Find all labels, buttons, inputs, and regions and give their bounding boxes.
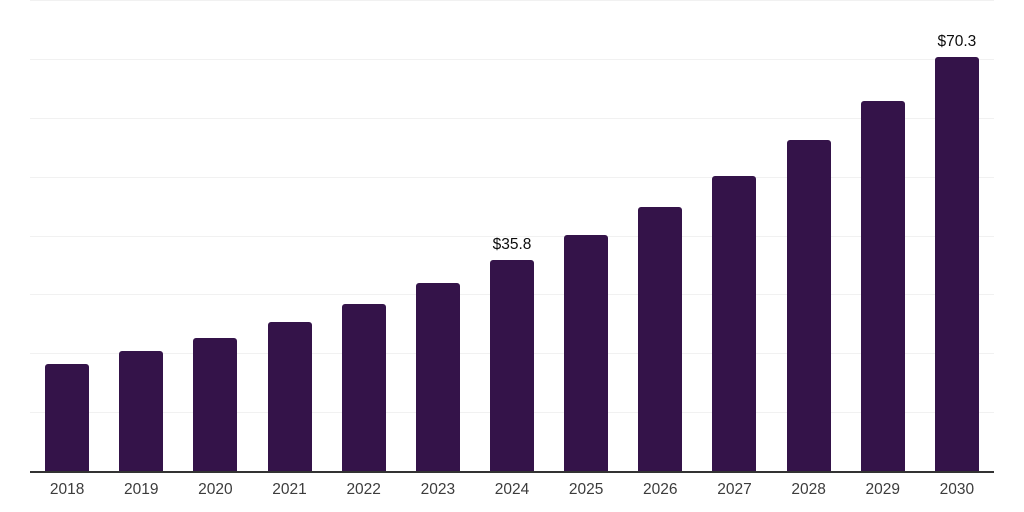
bar-2029 [860,101,905,471]
bar-slot-2024: $35.8 [475,0,549,473]
year-label-2029: 2029 [865,481,900,498]
year-label-2028: 2028 [791,481,826,498]
bar-slot-2018 [30,0,104,473]
year-label-2022: 2022 [346,481,381,498]
year-label-2026: 2026 [643,481,678,498]
bar-slot-2022 [327,0,401,473]
x-axis-line [30,471,994,473]
year-label-2027: 2027 [717,481,752,498]
bar-2020 [193,338,238,471]
gridline-80 [30,0,994,1]
year-label-2024: 2024 [494,481,530,498]
year-label-2025: 2025 [568,481,604,498]
value-label-2024: $35.8 [492,236,532,253]
value-label-2030: $70.3 [937,33,977,50]
bar-2030 [934,57,979,471]
bar-slot-2021 [252,0,326,473]
year-label-2030: 2030 [939,481,975,498]
bar-slot-2020 [178,0,252,473]
year-label-2018: 2018 [49,481,85,498]
bar-2026 [638,207,683,471]
bar-2018 [45,364,90,471]
bar-slot-2029 [846,0,920,473]
bar-2019 [119,351,164,471]
bar-slot-2027 [697,0,771,473]
bar-2022 [341,304,386,471]
gridline-70 [30,59,994,60]
year-label-2020: 2020 [198,481,233,498]
bar-2028 [786,140,831,471]
bar-slot-2026 [623,0,697,473]
bar-2024 [489,260,534,471]
bar-slot-2025 [549,0,623,473]
year-label-2021: 2021 [272,481,307,498]
bar-slot-2023 [401,0,475,473]
plot-area: $35.8 $70.3 [30,0,994,473]
bar-2025 [564,235,609,471]
gridline-50 [30,177,994,178]
bar-slot-2019 [104,0,178,473]
bar-slot-2028 [772,0,846,473]
bar-2027 [712,176,757,471]
bar-slot-2030: $70.3 [920,0,994,473]
year-label-2023: 2023 [420,481,456,498]
x-axis-labels: 2018 2019 2020 2021 2022 2023 2024 2025 2026 2027… [30,479,994,501]
gridline-60 [30,118,994,119]
bar-2023 [415,283,460,471]
gridline-40 [30,236,994,237]
year-label-2019: 2019 [123,481,159,498]
bar-2021 [267,322,312,471]
